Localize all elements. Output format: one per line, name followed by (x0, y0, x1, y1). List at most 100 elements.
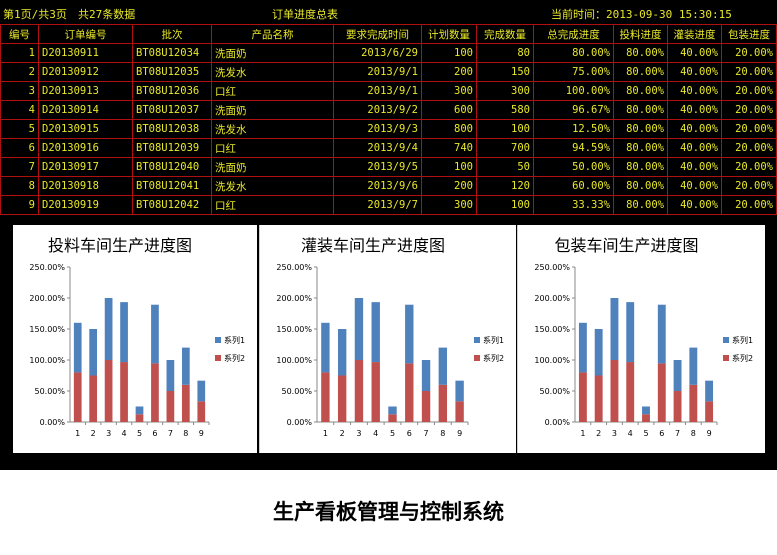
table-cell: BT08U12036 (132, 81, 212, 101)
x-tick-label: 2 (91, 429, 96, 438)
legend-label: 系列2 (483, 353, 504, 363)
bar-series2 (73, 372, 82, 422)
x-tick-label: 5 (390, 429, 395, 438)
table-row[interactable]: 6 D20130916 BT08U12039 口红 2013/9/4 740 700 94.5… (0, 138, 777, 158)
table-cell: 20.00% (721, 176, 777, 196)
chart-panel-filling: 灌装车间生产进度图 0.00% 50.00% 100.00% 150.00% 200.00… (259, 225, 516, 453)
table-header-row: 编号 订单编号 批次 产品名称 要求完成时间 计划数量 完成数量 总完成进度 投料进度 灌装进度包… (0, 24, 777, 44)
table-cell: 口红 (211, 195, 334, 215)
table-row[interactable]: 4 D20130914 BT08U12037 洗面奶 2013/9/2 600 580 96.… (0, 100, 777, 120)
table-cell: BT08U12037 (132, 100, 212, 120)
y-tick-label: 200.00% (534, 294, 570, 303)
table-cell: D20130911 (38, 43, 133, 63)
table-cell: 20.00% (721, 119, 777, 139)
table-cell: 2013/9/5 (333, 157, 422, 177)
table-row[interactable]: 1 D20130911 BT08U12034 洗面奶 2013/6/29 100 80 80.… (0, 43, 777, 63)
bar-series1 (642, 406, 650, 415)
chart-filling: 灌装车间生产进度图 0.00% 50.00% 100.00% 150.00% 200.00… (276, 236, 504, 438)
x-tick-label: 8 (183, 429, 188, 438)
x-tick-label: 9 (199, 429, 204, 438)
legend-label: 系列1 (732, 335, 753, 345)
bar-series2 (197, 401, 206, 422)
x-tick-label: 6 (407, 429, 412, 438)
x-tick-label: 6 (152, 429, 157, 438)
table-cell: 洗发水 (211, 176, 334, 196)
table-cell: BT08U12038 (132, 119, 212, 139)
x-tick-label: 9 (457, 429, 462, 438)
table-row[interactable]: 7 D20130917 BT08U12040 洗面奶 2013/9/5 100 50 50.0… (0, 157, 777, 177)
table-cell: 100 (421, 157, 477, 177)
y-tick-label: 200.00% (29, 294, 65, 303)
x-tick-label: 7 (424, 429, 429, 438)
board-title: 订单进度总表 (272, 8, 338, 21)
x-tick-label: 4 (122, 429, 127, 438)
table-row[interactable]: 8 D20130918 BT08U12041 洗发水 2013/9/6 200 120 60.… (0, 176, 777, 196)
table-cell: 80.00% (613, 43, 668, 63)
y-tick-label: 250.00% (29, 263, 65, 272)
table-cell: 9 (0, 195, 39, 215)
table-row[interactable]: 3 D20130913 BT08U12036 口红 2013/9/1 300 300 100.… (0, 81, 777, 101)
legend-label: 系列2 (224, 353, 245, 363)
y-tick-label: 150.00% (29, 325, 65, 334)
x-tick-label: 7 (168, 429, 173, 438)
table-cell: D20130915 (38, 119, 133, 139)
bar-series2 (151, 363, 159, 422)
legend-label: 系列2 (732, 353, 753, 363)
column-header: 包装进度 (721, 24, 777, 44)
chart-feeding: 投料车间生产进度图 0.00% 50.00% 100.00% 150.00% 200.00… (29, 236, 245, 438)
bar-series1 (388, 406, 397, 415)
legend-label: 系列1 (224, 335, 245, 345)
y-tick-label: 50.00% (281, 387, 312, 396)
x-tick-label: 7 (675, 429, 680, 438)
x-tick-label: 6 (659, 429, 664, 438)
bar-series2 (438, 384, 448, 422)
table-cell: 100.00% (533, 81, 614, 101)
bar-series1 (626, 302, 635, 363)
bar-series2 (104, 360, 113, 422)
bar-series2 (657, 363, 666, 422)
table-cell: 2013/9/7 (333, 195, 422, 215)
column-header: 灌装进度 (667, 24, 722, 44)
column-header: 完成数量 (476, 24, 534, 44)
table-cell: 3 (0, 81, 39, 101)
bar-series1 (673, 360, 682, 391)
bar-series2 (337, 375, 347, 422)
table-cell: 20.00% (721, 62, 777, 82)
table-cell: 20.00% (721, 100, 777, 120)
table-cell: 40.00% (667, 157, 722, 177)
table-cell: BT08U12040 (132, 157, 212, 177)
bar-series1 (89, 329, 98, 376)
table-cell: 300 (421, 81, 477, 101)
bar-series1 (73, 322, 82, 373)
legend-swatch (215, 355, 221, 361)
y-tick-label: 50.00% (34, 387, 65, 396)
table-row[interactable]: 9 D20130919 BT08U12042 口红 2013/9/7 300 100 33.3… (0, 195, 777, 215)
table-cell: 2013/9/1 (333, 62, 422, 82)
table-cell: 80.00% (613, 176, 668, 196)
table-cell: 100 (476, 119, 534, 139)
chart-packaging: 包装车间生产进度图 0.00% 50.00% 100.00% 150.00% 200.00… (534, 236, 753, 438)
current-time: 当前时间：2013-09-30 15:30:15 (551, 8, 732, 21)
column-header: 订单编号 (38, 24, 133, 44)
bar-series1 (657, 304, 666, 364)
y-tick-label: 250.00% (276, 263, 312, 272)
table-cell: 8 (0, 176, 39, 196)
table-row[interactable]: 5 D20130915 BT08U12038 洗发水 2013/9/3 800 100 12.… (0, 119, 777, 139)
column-header: 计划数量 (421, 24, 477, 44)
info-bar: 第1页/共3页 共27条数据 订单进度总表 当前时间：2013-09-30 15… (0, 0, 777, 24)
y-tick-label: 0.00% (287, 418, 313, 427)
chart-title: 包装车间生产进度图 (554, 236, 698, 255)
table-cell: 2013/9/3 (333, 119, 422, 139)
dashboard-board: 第1页/共3页 共27条数据 订单进度总表 当前时间：2013-09-30 15… (0, 0, 777, 470)
table-cell: 洗面奶 (211, 100, 334, 120)
bar-series2 (166, 391, 175, 422)
table-cell: 40.00% (667, 176, 722, 196)
legend-swatch (215, 337, 221, 343)
page-info: 第1页/共3页 (3, 8, 67, 21)
bar-series2 (673, 391, 682, 422)
bar-series2 (181, 384, 190, 422)
chart-panel-packaging: 包装车间生产进度图 0.00% 50.00% 100.00% 150.00% 200.00… (517, 225, 765, 453)
table-cell: 40.00% (667, 43, 722, 63)
order-progress-table: 编号 订单编号 批次 产品名称 要求完成时间 计划数量 完成数量 总完成进度 投料进度 灌装进度包… (0, 24, 777, 215)
table-row[interactable]: 2 D20130912 BT08U12035 洗发水 2013/9/1 200 150 75.… (0, 62, 777, 82)
